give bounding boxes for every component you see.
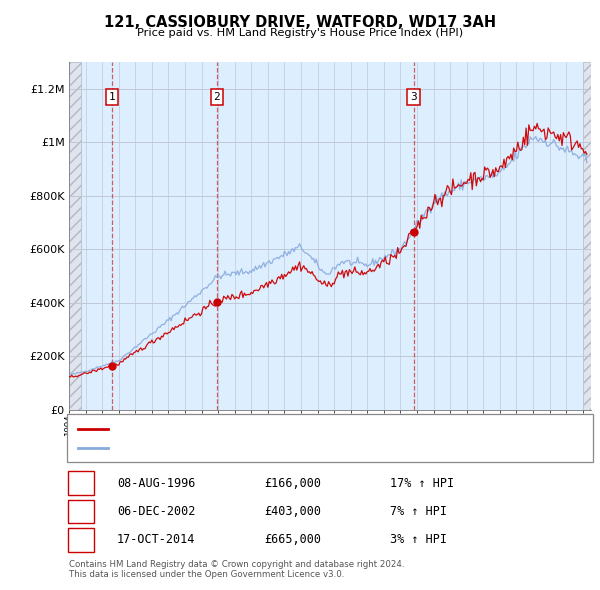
Text: 3% ↑ HPI: 3% ↑ HPI [390,533,447,546]
Text: 3: 3 [410,92,417,101]
Text: 7% ↑ HPI: 7% ↑ HPI [390,505,447,518]
Text: Price paid vs. HM Land Registry's House Price Index (HPI): Price paid vs. HM Land Registry's House … [137,28,463,38]
Bar [583,62,591,410]
Text: £403,000: £403,000 [264,505,321,518]
Text: 17% ↑ HPI: 17% ↑ HPI [390,477,454,490]
Text: £166,000: £166,000 [264,477,321,490]
Text: 17-OCT-2014: 17-OCT-2014 [117,533,196,546]
Text: HPI: Average price, detached house, Watford: HPI: Average price, detached house, Watf… [114,443,348,453]
Text: 2: 2 [214,92,220,101]
Text: 2: 2 [77,505,85,518]
Text: 08-AUG-1996: 08-AUG-1996 [117,477,196,490]
Text: 1: 1 [109,92,115,101]
Bar [69,62,82,410]
Text: 121, CASSIOBURY DRIVE, WATFORD, WD17 3AH (detached house): 121, CASSIOBURY DRIVE, WATFORD, WD17 3AH… [114,424,458,434]
Text: £665,000: £665,000 [264,533,321,546]
Text: 121, CASSIOBURY DRIVE, WATFORD, WD17 3AH: 121, CASSIOBURY DRIVE, WATFORD, WD17 3AH [104,15,496,30]
Text: 06-DEC-2002: 06-DEC-2002 [117,505,196,518]
Text: Contains HM Land Registry data © Crown copyright and database right 2024.
This d: Contains HM Land Registry data © Crown c… [69,560,404,579]
Text: 3: 3 [77,533,85,546]
Text: 1: 1 [77,477,85,490]
